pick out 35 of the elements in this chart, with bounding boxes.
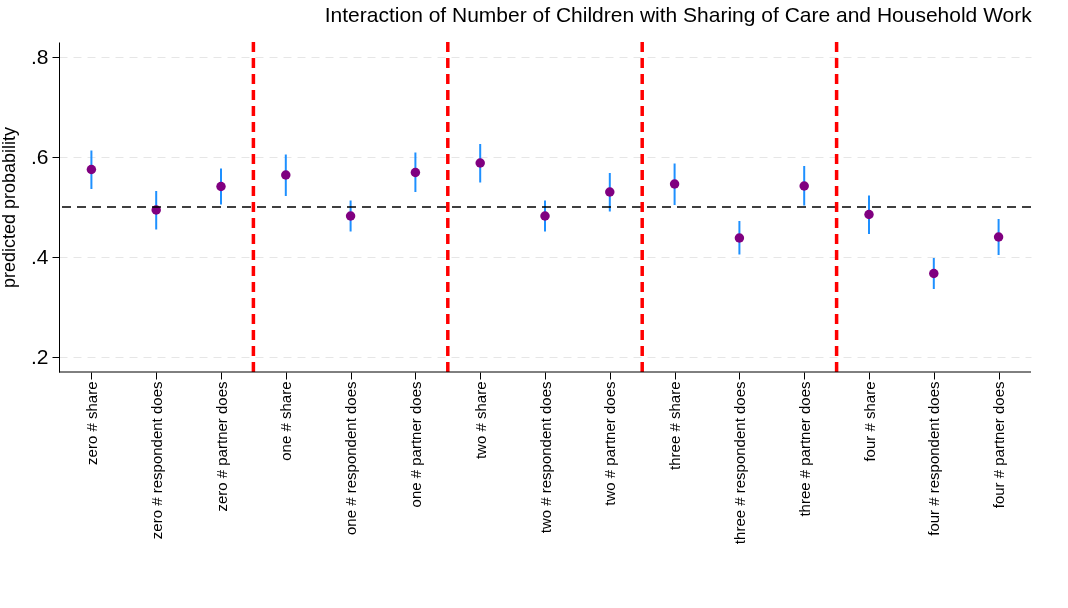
y-tick-label: .8 (30, 44, 49, 68)
point (669, 179, 680, 189)
y-axis-title: predicted probability (0, 126, 19, 289)
x-tick-label: zero # respondent does (147, 381, 165, 540)
x-tick-label: three # partner does (795, 381, 813, 517)
point (281, 170, 291, 180)
x-tick-label: one # partner does (406, 381, 424, 508)
chart-title: Interaction of Number of Children with Sharing of Care and Household Work (324, 3, 1033, 27)
x-tick-label: one # share (277, 381, 295, 461)
point (475, 158, 485, 168)
x-tick-label: zero # share (82, 381, 100, 465)
y-tick-label: .2 (30, 344, 49, 368)
point (864, 209, 874, 220)
x-tick-label: zero # partner does (212, 381, 230, 512)
point (734, 233, 745, 243)
x-tick-label: three # respondent does (730, 381, 748, 545)
point (410, 167, 421, 178)
point (799, 181, 809, 191)
x-tick-label: three # share (666, 381, 684, 470)
y-tick-label: .6 (30, 144, 49, 168)
y-tick-label: .4 (30, 244, 49, 268)
point (216, 181, 226, 192)
x-tick-label: two # share (471, 381, 489, 460)
x-tick-label: four # partner does (990, 381, 1008, 509)
x-tick-label: two # partner does (601, 381, 619, 506)
point (993, 232, 1004, 242)
point (540, 211, 550, 221)
point (345, 211, 356, 221)
point (605, 187, 615, 197)
x-tick-label: two # respondent does (536, 381, 554, 534)
x-tick-label: one # respondent does (342, 381, 360, 535)
x-tick-label: four # respondent does (925, 381, 943, 536)
x-tick-label: four # share (860, 381, 878, 462)
point (86, 164, 97, 175)
point (929, 268, 939, 279)
